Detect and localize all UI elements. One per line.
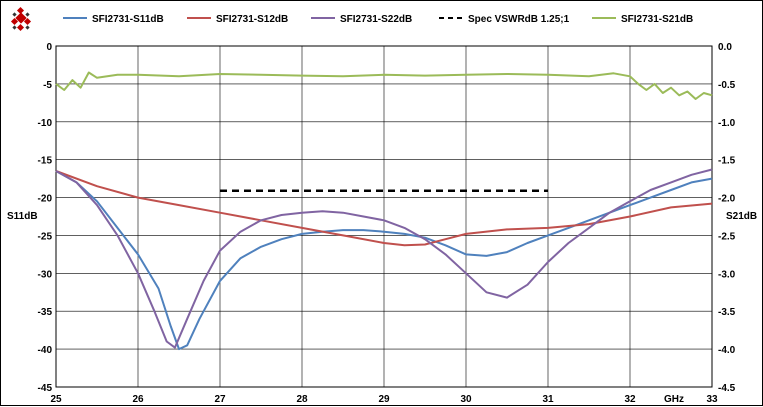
x-tick-label: 29: [378, 394, 390, 405]
grid: [55, 45, 713, 388]
plot-border: [55, 45, 713, 388]
y-tick-label-right: -2.0: [718, 194, 736, 205]
company-logo-icon: [10, 6, 32, 32]
series-layer: [55, 71, 713, 351]
x-tick-label: 33: [706, 394, 718, 405]
tick-labels: 25 26 27 28 29 30 31 32 33 0 -5 -10 -15 -20 -25 -30 -35 -…: [38, 42, 736, 405]
y-axis-right-title: S21dB: [726, 211, 757, 222]
legend-label: SFI2731-S11dB: [92, 14, 164, 25]
y-tick-label-right: 0.0: [718, 42, 732, 53]
y-tick-label-left: -25: [38, 231, 53, 242]
series-line-sfi2731-s22db: [55, 168, 713, 349]
y-tick-label-right: -0.5: [718, 80, 736, 91]
x-tick-label: 28: [296, 394, 308, 405]
x-tick-label: 32: [624, 394, 636, 405]
y-tick-label-right: -3.0: [718, 269, 736, 280]
y-tick-label-left: -45: [38, 383, 53, 394]
y-tick-label-right: -4.0: [718, 345, 736, 356]
x-tick-label: 31: [542, 394, 554, 405]
y-tick-label-right: -1.5: [718, 156, 736, 167]
legend: SFI2731-S11dB SFI2731-S12dB SFI2731-S22dB S…: [63, 14, 693, 25]
x-tick-label: 30: [460, 394, 472, 405]
y-tick-label-right: -3.5: [718, 307, 736, 318]
y-tick-label-left: -40: [38, 345, 53, 356]
y-tick-label-right: -2.5: [718, 231, 736, 242]
y-tick-label-left: -20: [38, 194, 53, 205]
y-tick-label-right: -1.0: [718, 118, 736, 129]
legend-label: SFI2731-S12dB: [216, 14, 288, 25]
legend-label: SFI2731-S22dB: [340, 14, 412, 25]
y-tick-label-left: -10: [38, 118, 53, 129]
y-tick-label-left: 0: [46, 42, 52, 53]
x-tick-label: 26: [132, 394, 144, 405]
series-line-sfi2731-s11db: [55, 170, 713, 351]
y-tick-label-left: -15: [38, 156, 53, 167]
legend-label: Spec VSWRdB 1.25;1: [468, 14, 570, 25]
y-axis-left-title: S11dB: [7, 211, 38, 222]
y-tick-label-left: -5: [43, 80, 52, 91]
y-tick-label-left: -35: [38, 307, 53, 318]
y-tick-label-right: -4.5: [718, 383, 736, 394]
plot-area: [55, 45, 713, 388]
x-tick-label: 27: [214, 394, 226, 405]
legend-label: SFI2731-S21dB: [621, 14, 693, 25]
series-line-sfi2731-s12db: [55, 170, 713, 247]
x-axis-title: GHz: [664, 394, 684, 405]
x-tick-label: 25: [50, 394, 62, 405]
y-tick-label-left: -30: [38, 269, 53, 280]
series-line-sfi2731-s21db: [55, 71, 713, 100]
